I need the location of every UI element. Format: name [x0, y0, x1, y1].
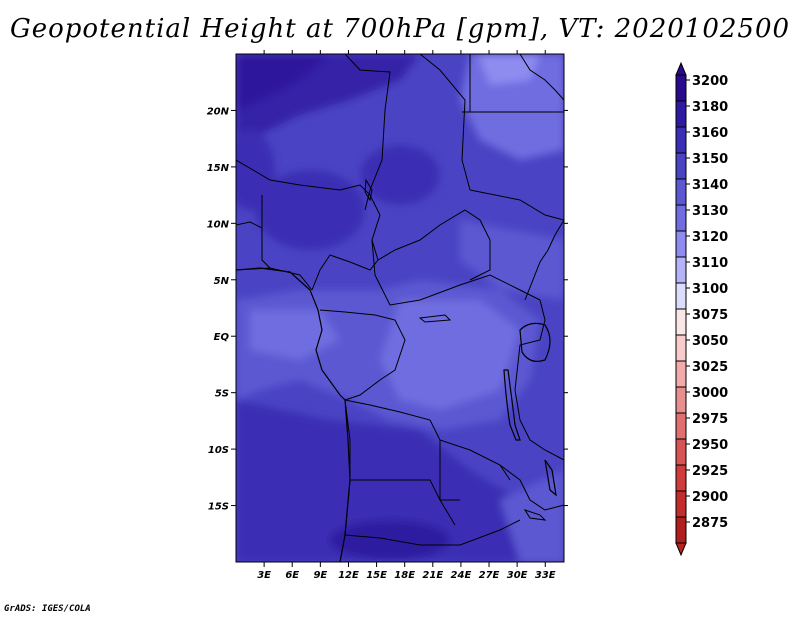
border-zambia-west [439, 440, 456, 526]
colorbar-swatch [675, 412, 687, 440]
field-3140-east [460, 220, 564, 300]
axis-ticks: 3E 6E 9E 12E 15E 18E 21E 24E 27E 30E 33E 20N 15N 10N 5… [207, 50, 568, 581]
lon-tick-label: 15E [366, 570, 387, 581]
colorbar-label: 3075 [692, 308, 728, 323]
west-coastline [236, 267, 351, 562]
field-3160-south [236, 400, 564, 562]
border-zambia-east [499, 464, 564, 511]
map-title: Geopotential Height at 700hPa [gpm], VT:… [9, 14, 791, 44]
colorbar-swatch [675, 282, 687, 310]
lake-kariba [523, 509, 547, 521]
colorbar-label: 3150 [692, 152, 728, 167]
lon-tick-label: 33E [535, 570, 556, 581]
lat-tick-label: 10N [207, 219, 230, 230]
field-3130-gabon [250, 310, 340, 360]
lon-tick-label: 9E [313, 570, 327, 581]
lake-malawi [544, 459, 557, 497]
colorbar-swatch [675, 230, 687, 258]
field-3130-ne [460, 54, 564, 160]
border-sudan-ethiopia [469, 189, 564, 221]
border-car-drc [371, 239, 541, 306]
field-3130-congo [380, 300, 520, 410]
border-tanzania [514, 389, 564, 461]
lat-tick-label: 10S [208, 445, 229, 456]
border-niger-south [236, 159, 381, 216]
border-cameroon [311, 214, 381, 291]
lon-tick-label: 6E [285, 570, 299, 581]
border-benin [261, 195, 271, 269]
colorbar-swatch [675, 256, 687, 284]
height-field [236, 54, 564, 562]
lat-tick-label: 5S [215, 389, 229, 400]
colorbar-swatch [675, 464, 687, 492]
colorbar-label: 3050 [692, 334, 728, 349]
lake-chad [364, 178, 373, 202]
field-3180 [236, 54, 420, 150]
border-uganda-kenya [514, 299, 546, 391]
colorbar-label: 3120 [692, 230, 728, 245]
lon-tick-label: 3E [257, 570, 271, 581]
border-niger-chad [344, 54, 391, 211]
colorbar-swatch [675, 74, 687, 102]
colorbar-swatch [675, 438, 687, 466]
lon-tick-label: 30E [507, 570, 528, 581]
colorbar-top-arrow [675, 61, 687, 76]
lake-tanganyika [503, 369, 521, 441]
lon-tick-label: 18E [394, 570, 415, 581]
colorbar-label: 3180 [692, 100, 728, 115]
colorbar-swatch [675, 204, 687, 232]
colorbar-label: 2900 [692, 490, 728, 505]
colorbar-swatch [675, 126, 687, 154]
colorbar-label: 2875 [692, 516, 728, 531]
lon-tick-label: 12E [338, 570, 359, 581]
east-border [524, 219, 564, 301]
border-chad-sudan [419, 54, 471, 191]
colorbar-label: 2950 [692, 438, 728, 453]
colorbar-swatch [675, 334, 687, 362]
border-namibia-botswana [344, 519, 521, 546]
grads-credit: GrADS: IGES/COLA [4, 604, 91, 614]
lat-tick-label: 15S [208, 502, 229, 513]
colorbar-swatch [675, 152, 687, 180]
lat-tick-label: 15N [207, 163, 230, 174]
colorbar-swatch [675, 386, 687, 414]
border-togo [236, 221, 263, 229]
colorbar-label: 3100 [692, 282, 728, 297]
colorbar-label: 2925 [692, 464, 728, 479]
colorbar-label: 3140 [692, 178, 728, 193]
colorbar-swatch [675, 308, 687, 336]
lat-tick-label: EQ [214, 332, 230, 343]
border-car-south-sudan [377, 209, 491, 281]
colorbar-swatch [675, 516, 687, 544]
lon-tick-label: 21E [422, 570, 443, 581]
colorbar-label: 3110 [692, 256, 728, 271]
field-3160-coast [236, 130, 275, 210]
colorbar-swatch [675, 178, 687, 206]
lon-tick-label: 27E [479, 570, 500, 581]
colorbar-swatch [675, 360, 687, 388]
colorbar: 3200 3180 3160 3150 3140 3130 3120 3110 3100 3075… [675, 61, 728, 557]
colorbar-label: 3000 [692, 386, 728, 401]
lat-tick-label: 20N [207, 106, 230, 117]
lake-victoria [519, 322, 551, 362]
colorbar-label: 3130 [692, 204, 728, 219]
field-3140-se [500, 470, 564, 562]
colorbar-label: 3025 [692, 360, 728, 375]
colorbar-label: 3160 [692, 126, 728, 141]
river-congo-marker [418, 314, 452, 323]
colorbar-label: 3200 [692, 74, 728, 89]
colorbar-swatch [675, 100, 687, 128]
border-gabon-congo [319, 309, 406, 401]
map-frame [235, 53, 565, 563]
red-sea-coast [519, 54, 564, 101]
lon-tick-label: 24E [451, 570, 472, 581]
colorbar-label: 2975 [692, 412, 728, 427]
border-angola-drc [344, 399, 511, 481]
border-namibia-angola [350, 479, 460, 501]
colorbar-bottom-arrow [675, 542, 687, 557]
colorbar-swatch [675, 490, 687, 518]
field-3160-central [360, 145, 440, 205]
lat-tick-label: 5N [214, 276, 230, 287]
